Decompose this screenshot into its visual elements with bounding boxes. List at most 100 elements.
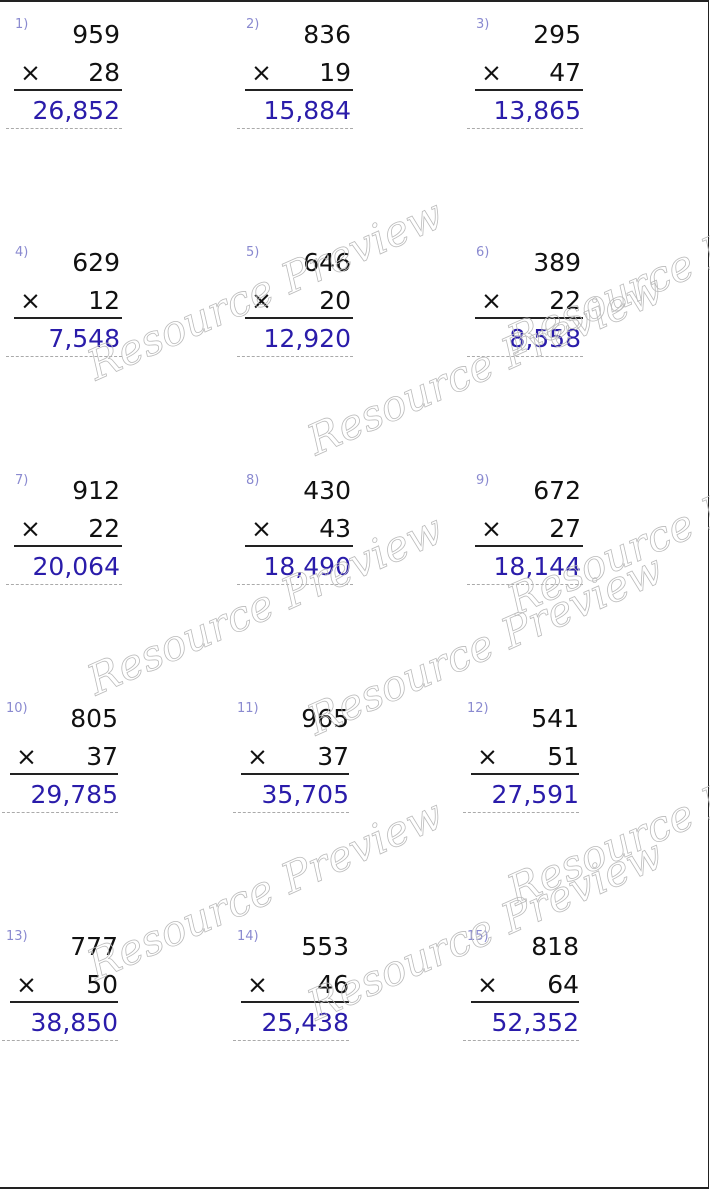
problem-number: 9) — [476, 473, 490, 488]
answer-dashed-line — [6, 356, 122, 357]
multiplier: 51 — [547, 742, 579, 771]
answer: 26,852 — [32, 96, 120, 125]
multiplier: 47 — [549, 58, 581, 87]
multiply-sign: × — [20, 514, 41, 543]
answer: 18,490 — [263, 552, 351, 581]
multiplicand: 818 — [531, 932, 579, 961]
problem-14: 14) 553 × 46 25,438 — [217, 912, 349, 1052]
answer-rule — [475, 317, 583, 319]
problem-11: 11) 965 × 37 35,705 — [217, 684, 349, 824]
multiplier: 12 — [88, 286, 120, 315]
answer: 27,591 — [491, 780, 579, 809]
multiply-sign: × — [477, 742, 498, 771]
multiplicand: 541 — [531, 704, 579, 733]
answer: 13,865 — [493, 96, 581, 125]
answer-rule — [10, 1001, 118, 1003]
multiply-sign: × — [247, 970, 268, 999]
problem-number: 12) — [467, 701, 489, 716]
multiply-sign: × — [251, 514, 272, 543]
answer: 18,144 — [493, 552, 581, 581]
answer-dashed-line — [2, 812, 118, 813]
answer-rule — [10, 773, 118, 775]
multiplicand: 629 — [72, 248, 120, 277]
problem-number: 5) — [246, 245, 260, 260]
problem-6: 6) 389 × 22 8,558 — [451, 228, 583, 368]
problem-number: 2) — [246, 17, 260, 32]
problem-12: 12) 541 × 51 27,591 — [447, 684, 579, 824]
problem-number: 7) — [15, 473, 29, 488]
answer-dashed-line — [237, 356, 353, 357]
answer: 25,438 — [261, 1008, 349, 1037]
multiplier: 43 — [319, 514, 351, 543]
problem-number: 8) — [246, 473, 260, 488]
multiplier: 50 — [86, 970, 118, 999]
answer-rule — [471, 773, 579, 775]
problem-number: 6) — [476, 245, 490, 260]
answer: 35,705 — [261, 780, 349, 809]
multiplier: 37 — [317, 742, 349, 771]
answer-dashed-line — [233, 812, 349, 813]
multiplicand: 805 — [70, 704, 118, 733]
multiplier: 20 — [319, 286, 351, 315]
answer-dashed-line — [467, 356, 583, 357]
answer-dashed-line — [463, 812, 579, 813]
problem-number: 15) — [467, 929, 489, 944]
answer: 20,064 — [32, 552, 120, 581]
multiply-sign: × — [251, 58, 272, 87]
multiplier: 19 — [319, 58, 351, 87]
multiply-sign: × — [20, 58, 41, 87]
multiply-sign: × — [477, 970, 498, 999]
problem-number: 10) — [6, 701, 28, 716]
problem-8: 8) 430 × 43 18,490 — [221, 456, 353, 596]
multiply-sign: × — [481, 58, 502, 87]
multiplicand: 965 — [301, 704, 349, 733]
answer-rule — [245, 545, 353, 547]
answer-dashed-line — [467, 128, 583, 129]
answer-rule — [241, 773, 349, 775]
multiply-sign: × — [16, 970, 37, 999]
problem-9: 9) 672 × 27 18,144 — [451, 456, 583, 596]
answer: 38,850 — [30, 1008, 118, 1037]
answer: 7,548 — [48, 324, 120, 353]
problem-number: 14) — [237, 929, 259, 944]
answer-rule — [14, 317, 122, 319]
answer-dashed-line — [6, 584, 122, 585]
answer-rule — [475, 89, 583, 91]
multiplier: 27 — [549, 514, 581, 543]
answer: 52,352 — [491, 1008, 579, 1037]
answer-dashed-line — [233, 1040, 349, 1041]
multiplicand: 777 — [70, 932, 118, 961]
answer-rule — [475, 545, 583, 547]
problem-1: 1) 959 × 28 26,852 — [0, 0, 122, 140]
problem-number: 4) — [15, 245, 29, 260]
multiply-sign: × — [247, 742, 268, 771]
multiply-sign: × — [20, 286, 41, 315]
problem-4: 4) 629 × 12 7,548 — [0, 228, 122, 368]
problem-2: 2) 836 × 19 15,884 — [221, 0, 353, 140]
answer-dashed-line — [237, 128, 353, 129]
problem-5: 5) 646 × 20 12,920 — [221, 228, 353, 368]
answer-rule — [471, 1001, 579, 1003]
answer-dashed-line — [6, 128, 122, 129]
problem-13: 13) 777 × 50 38,850 — [0, 912, 118, 1052]
multiplicand: 672 — [533, 476, 581, 505]
multiplicand: 389 — [533, 248, 581, 277]
problem-number: 13) — [6, 929, 28, 944]
answer: 29,785 — [30, 780, 118, 809]
problem-number: 11) — [237, 701, 259, 716]
answer-rule — [14, 89, 122, 91]
multiplicand: 646 — [303, 248, 351, 277]
answer-dashed-line — [463, 1040, 579, 1041]
multiplicand: 836 — [303, 20, 351, 49]
multiplicand: 430 — [303, 476, 351, 505]
answer-dashed-line — [467, 584, 583, 585]
multiplier: 64 — [547, 970, 579, 999]
multiplier: 28 — [88, 58, 120, 87]
problem-3: 3) 295 × 47 13,865 — [451, 0, 583, 140]
multiply-sign: × — [481, 514, 502, 543]
multiplicand: 959 — [72, 20, 120, 49]
problem-number: 1) — [15, 17, 29, 32]
answer: 15,884 — [263, 96, 351, 125]
answer: 12,920 — [263, 324, 351, 353]
answer: 8,558 — [509, 324, 581, 353]
